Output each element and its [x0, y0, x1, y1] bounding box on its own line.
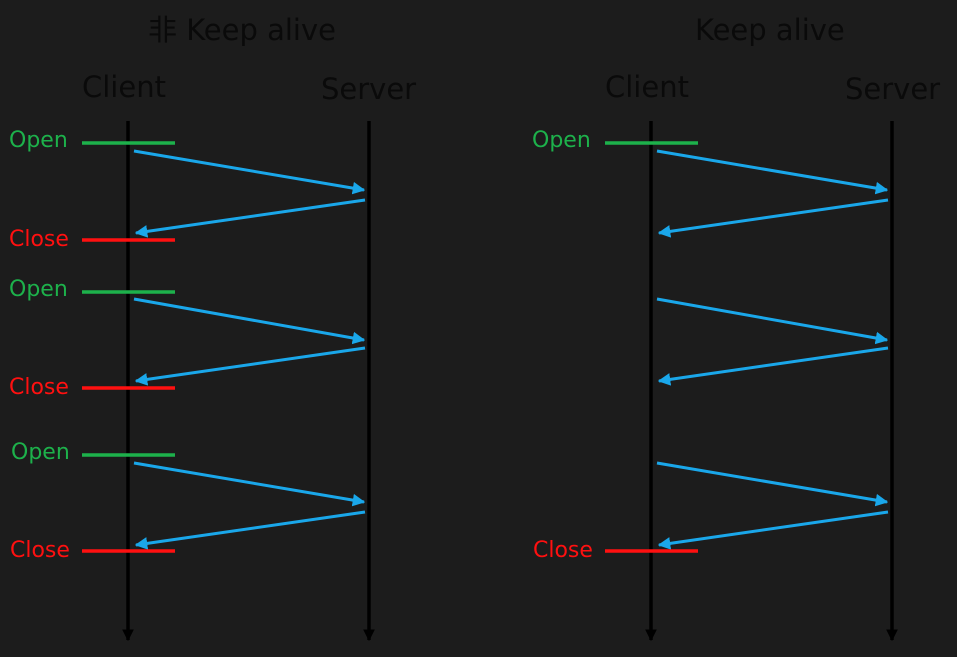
- request-arrow: [656, 461, 889, 507]
- open-label: Open: [11, 440, 70, 465]
- request-arrow: [656, 297, 889, 345]
- client-label: Client: [82, 70, 166, 104]
- request-arrow: [133, 149, 366, 195]
- response-arrow: [657, 198, 889, 238]
- close-label: Close: [9, 227, 69, 252]
- open-label: Open: [9, 277, 68, 302]
- response-arrow: [134, 198, 366, 238]
- open-label: Open: [532, 128, 591, 153]
- panel-title: Keep alive: [695, 13, 845, 47]
- panel-non-keep-alive: 非 Keep alive Client Server Open Close Op…: [0, 0, 478, 657]
- close-label: Close: [533, 538, 593, 563]
- request-arrow: [133, 297, 366, 345]
- response-arrow: [134, 510, 366, 550]
- open-label: Open: [9, 128, 68, 153]
- close-label: Close: [10, 538, 70, 563]
- request-arrow: [133, 461, 366, 507]
- client-label: Client: [605, 70, 689, 104]
- server-label: Server: [845, 72, 941, 106]
- panel-keep-alive: Keep alive Client Server Open Close: [523, 0, 957, 657]
- panel-title: 非 Keep alive: [148, 13, 336, 47]
- close-label: Close: [9, 375, 69, 400]
- response-arrow: [657, 510, 889, 550]
- response-arrow: [657, 346, 889, 386]
- server-label: Server: [321, 72, 417, 106]
- response-arrow: [134, 346, 366, 386]
- request-arrow: [656, 149, 889, 195]
